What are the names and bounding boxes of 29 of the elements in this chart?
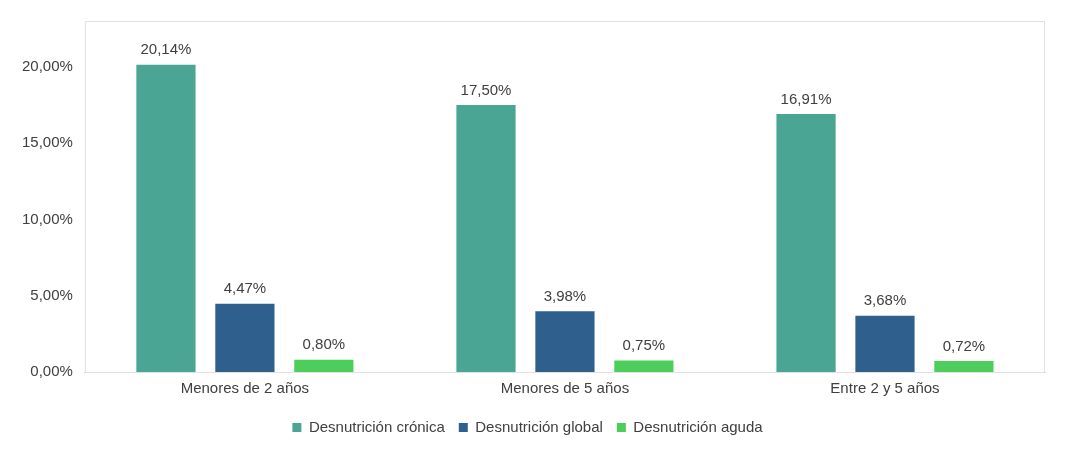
data-label: 0,72%	[942, 336, 986, 354]
y-tick-label: 20,00%	[22, 56, 73, 74]
data-label: 20,14%	[140, 40, 192, 58]
y-tick-label: 10,00%	[22, 209, 73, 227]
bar	[776, 113, 836, 372]
y-tick-label: 5,00%	[30, 285, 73, 303]
legend-label: Desnutrición global	[475, 417, 603, 435]
bar	[456, 104, 516, 372]
bar	[215, 303, 275, 372]
data-label: 0,80%	[302, 335, 346, 353]
x-tick-label: Menores de 2 años	[180, 379, 310, 397]
x-tick-label: Menores de 5 años	[500, 379, 630, 397]
x-tick-label: Entre 2 y 5 años	[830, 379, 940, 397]
bar	[855, 315, 915, 372]
data-label: 16,91%	[780, 89, 832, 107]
bar	[614, 360, 674, 372]
bar	[535, 311, 595, 372]
legend-label: Desnutrición crónica	[308, 417, 446, 435]
data-label: 3,68%	[863, 291, 907, 309]
bar	[294, 359, 354, 372]
y-tick-label: 15,00%	[22, 133, 73, 151]
bar	[934, 361, 994, 372]
bar	[136, 64, 196, 372]
y-tick-label: 0,00%	[30, 362, 73, 380]
data-label: 4,47%	[223, 279, 267, 297]
data-label: 0,75%	[622, 336, 666, 354]
data-label: 3,98%	[543, 286, 587, 304]
data-label: 17,50%	[460, 80, 512, 98]
legend-label: Desnutrición aguda	[633, 417, 764, 435]
